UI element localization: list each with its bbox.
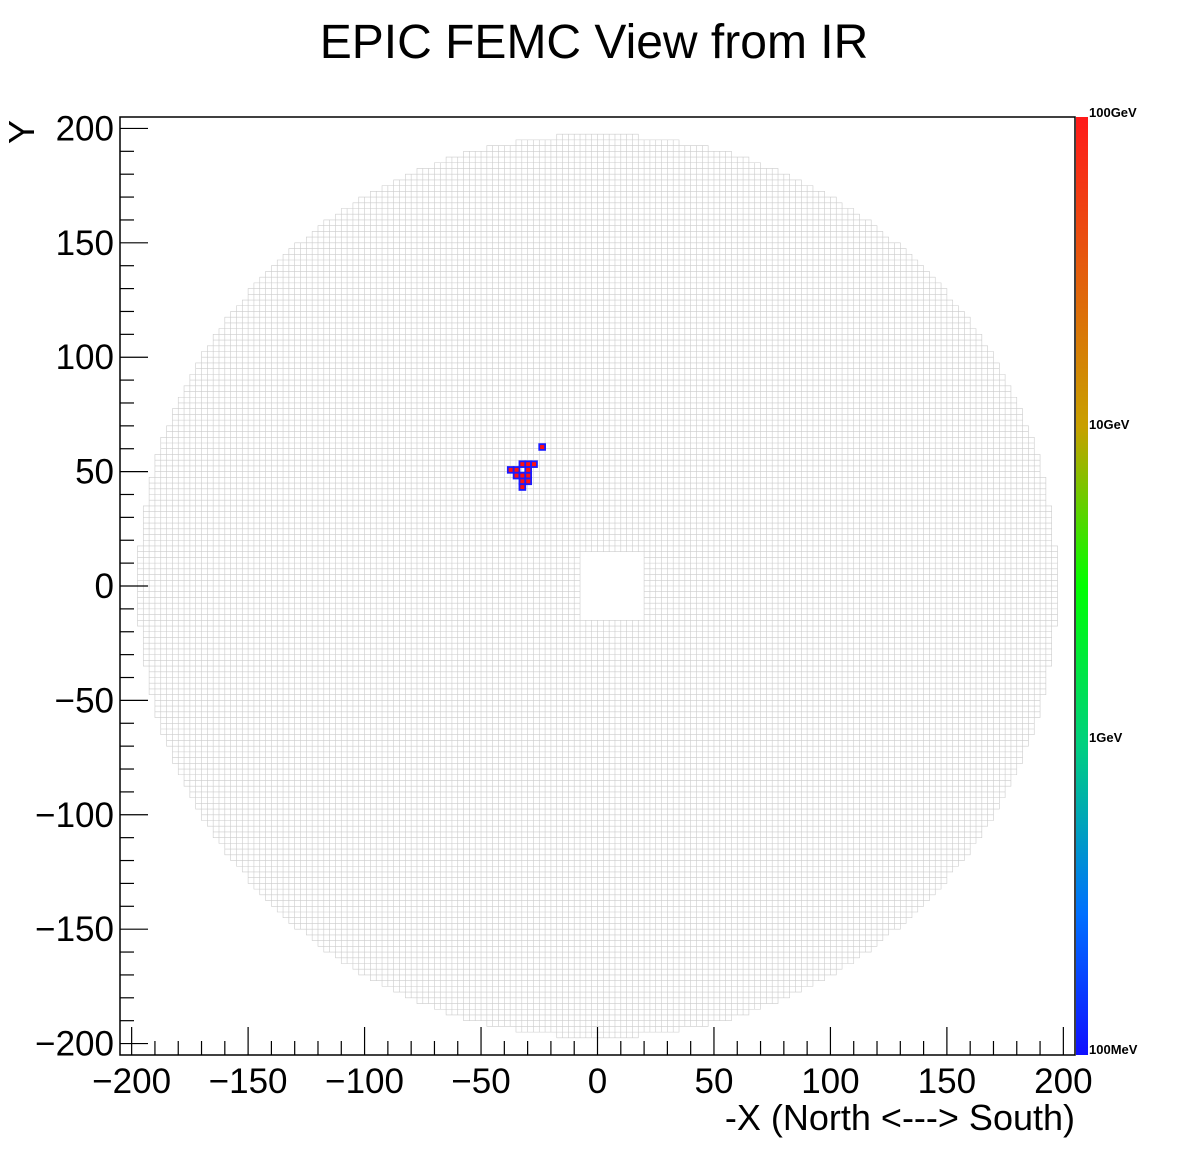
- x-tick-label: 200: [1034, 1062, 1092, 1101]
- colorbar-label-1gev: 1GeV: [1089, 730, 1123, 745]
- x-tick-label: −100: [325, 1062, 404, 1101]
- y-tick-label: 50: [75, 453, 114, 492]
- detector-cells: [137, 133, 1058, 1039]
- y-tick-label: −100: [35, 796, 114, 835]
- x-tick-label: 100: [801, 1062, 859, 1101]
- y-tick-label: −50: [55, 681, 114, 720]
- colorbar-label-10gev: 10GeV: [1089, 417, 1130, 432]
- x-axis: −200 −150 −100 −50 0 50 100 150 200: [92, 1027, 1093, 1101]
- colorbar: [1076, 117, 1088, 1055]
- y-tick-label: −150: [35, 910, 114, 949]
- chart-title: EPIC FEMC View from IR: [320, 16, 869, 69]
- y-tick-label: −200: [35, 1025, 114, 1064]
- y-axis: −200 −150 −100 −50 0 50 100 150 200: [35, 109, 148, 1064]
- x-tick-label: −150: [209, 1062, 288, 1101]
- y-tick-label: 150: [56, 224, 114, 263]
- y-tick-label: 100: [56, 338, 114, 377]
- hit-towers: [506, 443, 546, 491]
- x-axis-label: -X (North <---> South): [725, 1097, 1075, 1138]
- colorbar-label-100gev: 100GeV: [1089, 105, 1137, 120]
- y-axis-label: Y: [1, 120, 42, 144]
- x-tick-label: −200: [92, 1062, 171, 1101]
- detector-cell-grid: [137, 133, 1058, 1039]
- x-tick-label: 150: [918, 1062, 976, 1101]
- x-tick-label: 50: [694, 1062, 733, 1101]
- y-tick-label: 200: [56, 109, 114, 148]
- hit-tower: [530, 460, 538, 468]
- y-tick-label: 0: [95, 567, 114, 606]
- hit-tower: [538, 443, 546, 451]
- hit-tower: [524, 477, 533, 486]
- x-tick-label: −50: [451, 1062, 510, 1101]
- hit-tower: [518, 483, 527, 491]
- x-tick-label: 0: [588, 1062, 607, 1101]
- hit-tower: [524, 466, 533, 474]
- colorbar-label-100mev: 100MeV: [1089, 1042, 1138, 1057]
